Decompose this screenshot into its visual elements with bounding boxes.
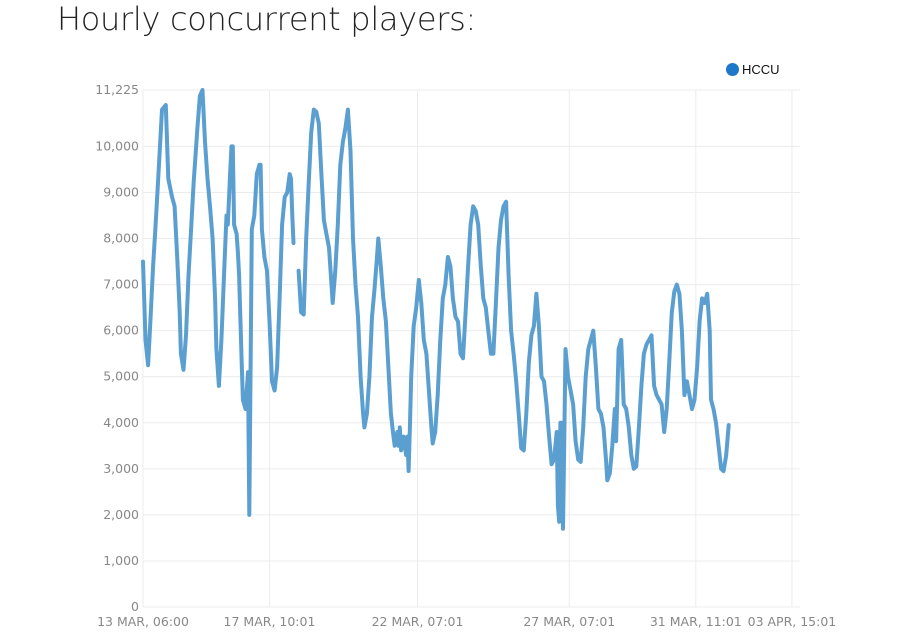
x-axis-ticks: 13 MAR, 06:00 17 MAR, 10:01 22 MAR, 07:01 2…	[97, 614, 836, 629]
chart-title: Hourly concurrent players:	[57, 0, 476, 38]
x-tick-label: 03 APR, 15:01	[748, 614, 837, 629]
x-tick-label: 31 MAR, 11:01	[650, 614, 742, 629]
y-tick-label: 0	[131, 599, 139, 614]
series-line-hccu	[296, 107, 731, 531]
y-tick-label: 6,000	[103, 323, 139, 338]
y-tick-label: 11,225	[95, 82, 139, 97]
series-hccu	[141, 88, 731, 531]
y-axis-ticks: 0 1,000 2,000 3,000 4,000 5,000 6,000 7,000 8,00…	[95, 82, 139, 614]
x-tick-label: 27 MAR, 07:01	[523, 614, 615, 629]
legend-label: HCCU	[742, 62, 780, 77]
y-tick-label: 9,000	[103, 184, 139, 199]
y-tick-label: 1,000	[103, 553, 139, 568]
x-tick-label: 22 MAR, 07:01	[372, 614, 464, 629]
y-tick-label: 7,000	[103, 277, 139, 292]
y-tick-label: 4,000	[103, 415, 139, 430]
series-line-hccu	[141, 88, 296, 517]
x-tick-label: 13 MAR, 06:00	[97, 614, 189, 629]
x-tick-label: 17 MAR, 10:01	[224, 614, 316, 629]
legend-swatch	[726, 63, 739, 76]
y-tick-label: 5,000	[103, 369, 139, 384]
legend[interactable]: HCCU	[726, 62, 780, 77]
y-tick-label: 10,000	[95, 138, 139, 153]
y-tick-label: 2,000	[103, 507, 139, 522]
y-tick-label: 8,000	[103, 231, 139, 246]
y-tick-label: 3,000	[103, 461, 139, 476]
